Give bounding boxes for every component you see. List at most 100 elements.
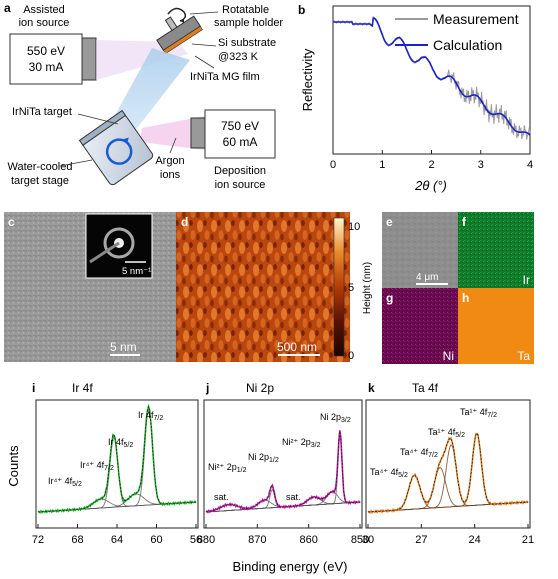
panel-j-curves: [205, 430, 361, 514]
sputter-plume: [108, 48, 190, 132]
ni-peak-label-3: Ni 2p1/2: [248, 452, 279, 464]
deposition-energy: 750 eV: [221, 119, 259, 133]
colorbar-tick-10: 10: [348, 221, 360, 233]
ta-peak-label-4: Ta⁴⁺ 4f5/2: [370, 467, 408, 479]
ir-peak-label-2: Ir 4f5/2: [108, 437, 133, 449]
assisted-current: 30 mA: [29, 60, 64, 74]
substrate-label-2: @323 K: [218, 51, 259, 63]
x-ticks: 0 1 2 3 4: [330, 150, 533, 171]
xps-data-curve: [37, 403, 197, 515]
ta-peak-label-1: Ta¹⁺ 4f7/2: [460, 407, 497, 419]
panel-k-letter: k: [368, 381, 375, 395]
panel-j-ticks: 880 870 860 850: [197, 524, 369, 546]
x-tick-label: 4: [527, 159, 533, 171]
target-stage: [78, 109, 154, 186]
xps-tick-label: 64: [111, 534, 123, 546]
ni-sat-label-1: sat.: [214, 492, 229, 502]
xps-tick-label: 60: [150, 534, 162, 546]
sample-holder: [156, 15, 203, 55]
xps-tick-label: 870: [248, 534, 266, 546]
panel-j-letter: j: [205, 381, 209, 395]
xps-tick-label: 30: [362, 534, 374, 546]
ir-peak-label-3: Ir⁴⁺ 4f7/2: [80, 460, 114, 472]
sem-scale-label: 4 μm: [416, 272, 438, 283]
xps-panels: Counts Binding energy (eV) i Ir 4f 72 68 6…: [6, 381, 534, 574]
panel-d-afm-image: d 500 nm 10 5 0 Height (nm): [176, 212, 373, 362]
x-tick-label: 2: [428, 159, 434, 171]
deposition-label-1: Deposition: [214, 165, 266, 177]
panel-j-title: Ni 2p: [246, 381, 274, 395]
x-tick-label: 0: [330, 159, 336, 171]
panel-k-title: Ta 4f: [412, 381, 439, 395]
xps-tick-label: 850: [351, 534, 369, 546]
panel-i-curves: [37, 403, 197, 515]
panel-i-ticks: 72 68 64 60 56: [32, 524, 202, 546]
colorbar-tick-0: 0: [348, 350, 354, 362]
xps-component-curve: [205, 488, 361, 513]
x-tick-label: 1: [379, 159, 385, 171]
xps-x-label: Binding energy (eV): [233, 559, 348, 574]
holder-label-1: Rotatable: [222, 4, 269, 16]
inset-scale-label: 5 nm⁻¹: [122, 266, 151, 277]
panel-f-letter: f: [462, 215, 467, 229]
x-axis-label: 2θ (°): [414, 178, 447, 193]
tem-scale-label: 5 nm: [110, 340, 137, 354]
xps-tick-label: 68: [71, 534, 83, 546]
ni-peak-label-1: Ni 2p3/2: [320, 412, 351, 424]
afm-scale-label: 500 nm: [277, 340, 317, 354]
panel-c-tem-image: c 5 nm⁻¹ 5 nm: [4, 212, 178, 362]
panel-i-title: Ir 4f: [72, 381, 93, 395]
stage-label-2: target stage: [11, 175, 69, 187]
xps-component-curve: [367, 444, 529, 513]
substrate-label-1: Si substrate: [218, 37, 276, 49]
xps-y-label: Counts: [6, 445, 21, 487]
panel-c-letter: c: [8, 215, 15, 229]
assisted-ion-source-box: [9, 33, 83, 85]
ta-peak-label-2: Ta¹⁺ 4f5/2: [428, 427, 465, 439]
ir-map-label: Ir: [523, 273, 530, 287]
xps-tick-label: 24: [469, 534, 481, 546]
deposition-source-nozzle: [190, 117, 206, 149]
panel-i-frame: [35, 399, 199, 529]
ni-map-label: Ni: [443, 349, 454, 363]
panel-b-letter: b: [298, 3, 305, 17]
ta-peak-label-3: Ta⁴⁺ 4f7/2: [400, 447, 438, 459]
xps-tick-label: 880: [197, 534, 215, 546]
assisted-source-label-1: Assisted: [23, 4, 65, 16]
xps-fit-curve: [205, 430, 361, 513]
x-tick-label: 3: [478, 159, 484, 171]
target-label: IrNiTa target: [12, 106, 72, 118]
calculation-series-line: [333, 17, 531, 136]
deposition-label-2: ion source: [215, 179, 266, 191]
colorbar-label: Height (nm): [362, 262, 373, 314]
legend-measurement: Measurement: [433, 11, 519, 27]
ni-sat-label-2: sat.: [286, 492, 301, 502]
xps-tick-label: 72: [32, 534, 44, 546]
xps-fit-curve: [37, 405, 197, 513]
film-label: IrNiTa MG film: [190, 71, 260, 83]
panel-g-ni-map: g Ni: [382, 288, 458, 364]
panel-i-letter: i: [32, 381, 35, 395]
panel-f-ir-map: f Ir: [458, 212, 534, 288]
argon-label-2: ions: [160, 169, 181, 181]
xps-component-curve: [205, 491, 361, 513]
ni-peak-label-2: Ni²⁺ 2p3/2: [282, 437, 321, 449]
panel-j-frame: [203, 399, 363, 529]
deposition-current: 60 mA: [223, 135, 258, 149]
argon-label-1: Argon: [155, 155, 184, 167]
panel-k-frame: [365, 399, 531, 529]
xps-tick-label: 27: [415, 534, 427, 546]
y-axis-label: Reflectivity: [300, 48, 315, 111]
xps-tick-label: 21: [522, 534, 534, 546]
plot-frame: [332, 5, 531, 155]
ta-map-label: Ta: [517, 349, 530, 363]
deposition-ion-source-box: [204, 109, 276, 159]
ni-peak-label-4: Ni²⁺ 2p1/2: [208, 462, 247, 474]
height-colorbar: [333, 217, 345, 357]
ir-peak-label-1: Ir 4f7/2: [138, 410, 163, 422]
panel-k-ticks: 30 27 24 21: [362, 524, 534, 546]
panel-a-letter: a: [4, 1, 11, 15]
xps-tick-label: 56: [190, 534, 202, 546]
